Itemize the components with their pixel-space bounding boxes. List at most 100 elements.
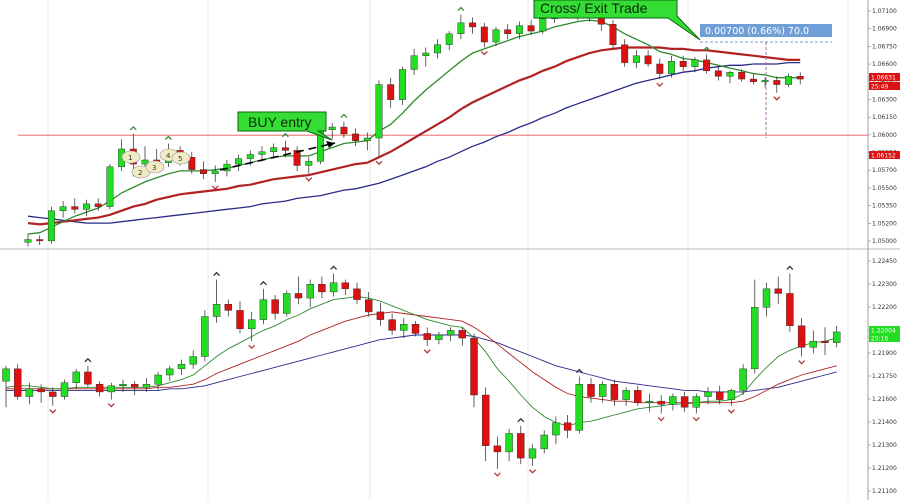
- bull-candle: [59, 206, 67, 211]
- bear-candle: [458, 330, 466, 339]
- bull-candle: [445, 33, 453, 45]
- bear-candle: [36, 239, 44, 242]
- bull-candle: [47, 210, 55, 242]
- bull-candle: [211, 170, 219, 174]
- bear-candle: [738, 71, 746, 80]
- bull-candle: [328, 126, 336, 131]
- bull-candle: [539, 18, 547, 32]
- bottom-panel: [2, 265, 841, 477]
- fractal-down-icon: [375, 160, 383, 166]
- bear-candle: [527, 25, 535, 32]
- bull-candle: [726, 71, 734, 77]
- bull-candle: [60, 382, 69, 397]
- bear-candle: [49, 391, 57, 397]
- bear-candle: [352, 133, 360, 141]
- bull-candle: [201, 316, 209, 357]
- ma-fast-line: [27, 19, 801, 235]
- price-label-text: 25:16: [871, 336, 888, 343]
- fractal-down-icon: [692, 417, 700, 422]
- marker-4-label: 4: [166, 152, 171, 160]
- bear-candle: [480, 26, 488, 43]
- bear-candle: [318, 284, 326, 293]
- bull-candle: [246, 154, 254, 159]
- fractal-down-icon: [49, 409, 57, 414]
- bull-candle: [72, 371, 80, 383]
- fractal-down-icon: [773, 96, 781, 101]
- bull-candle: [142, 384, 151, 388]
- bull-candle: [691, 59, 699, 67]
- bear-candle: [365, 299, 373, 313]
- bull-candle: [515, 25, 523, 34]
- bear-candle: [188, 157, 196, 170]
- y-tick-label: 1.21200: [872, 465, 897, 472]
- bull-candle: [692, 396, 700, 408]
- price-label-box: [869, 151, 900, 159]
- bear-candle: [679, 61, 687, 67]
- fractal-up-icon: [786, 265, 794, 270]
- bear-candle: [387, 84, 395, 100]
- fractal-up-icon: [259, 280, 267, 286]
- bear-candle: [610, 384, 619, 400]
- ma-mid-line: [27, 46, 801, 226]
- price-label-box: [869, 73, 900, 81]
- bull-candle: [422, 52, 430, 56]
- bull-candle: [575, 384, 583, 431]
- bear-candle: [94, 203, 102, 207]
- fractal-down-icon: [493, 472, 501, 477]
- bull-candle: [306, 284, 314, 299]
- y-tick-label: 1.05350: [872, 203, 897, 210]
- marker-1: 1: [121, 150, 141, 164]
- bear-candle: [714, 70, 722, 77]
- y-tick-label: 1.21300: [872, 442, 897, 449]
- price-label-text: 1.06631: [871, 75, 896, 82]
- bear-candle: [703, 59, 711, 72]
- y-tick-label: 1.05000: [872, 238, 897, 245]
- bull-candle: [762, 288, 771, 308]
- bull-candle: [223, 163, 231, 172]
- y-tick-label: 1.21100: [872, 488, 897, 495]
- bull-candle: [305, 161, 313, 166]
- bear-candle: [71, 206, 79, 210]
- bear-candle: [200, 169, 207, 174]
- bull-candle: [446, 330, 455, 336]
- bear-candle: [774, 288, 782, 294]
- y-tick-label: 1.06600: [872, 61, 897, 68]
- bull-candle: [669, 396, 677, 405]
- bear-candle: [281, 147, 289, 151]
- marker-3-label: 3: [152, 164, 156, 172]
- bull-candle: [622, 390, 630, 400]
- fractal-up-icon: [213, 271, 221, 277]
- cross-exit-label: Cross/ Exit Trade: [540, 0, 648, 16]
- price-label-box: [869, 334, 900, 342]
- ma-slow-line: [27, 61, 801, 224]
- bear-candle: [680, 396, 689, 408]
- bear-candle: [609, 24, 617, 45]
- bull-candle: [645, 400, 654, 403]
- bull-candle: [398, 69, 406, 100]
- fractal-down-icon: [798, 360, 806, 365]
- bear-candle: [797, 325, 806, 348]
- y-tick-label: 1.22450: [872, 258, 897, 265]
- fractal-up-icon: [703, 46, 711, 51]
- fractal-down-icon: [305, 177, 313, 182]
- bull-candle: [457, 22, 465, 35]
- bear-candle: [84, 371, 92, 385]
- bull-candle: [270, 147, 278, 152]
- measure-label: 0.00700 (0.66%) 70.0: [705, 26, 809, 37]
- measure-badge: 0.00700 (0.66%) 70.0: [700, 24, 832, 37]
- y-tick-label: 1.21600: [872, 396, 897, 403]
- y-tick-label: 1.22200: [872, 304, 897, 311]
- fractal-up-icon: [330, 265, 338, 270]
- bull-candle: [492, 29, 500, 43]
- fractal-up-icon: [517, 417, 525, 423]
- bull-candle: [166, 368, 174, 376]
- bull-candle: [154, 374, 162, 385]
- y-tick-label: 1.06900: [872, 26, 897, 33]
- bull-candle: [540, 434, 548, 450]
- bear-candle: [423, 333, 431, 340]
- bull-candle: [2, 368, 10, 382]
- fractal-down-icon: [248, 344, 256, 350]
- bull-candle: [552, 422, 560, 436]
- bear-candle: [340, 126, 348, 135]
- bull-candle: [505, 433, 513, 453]
